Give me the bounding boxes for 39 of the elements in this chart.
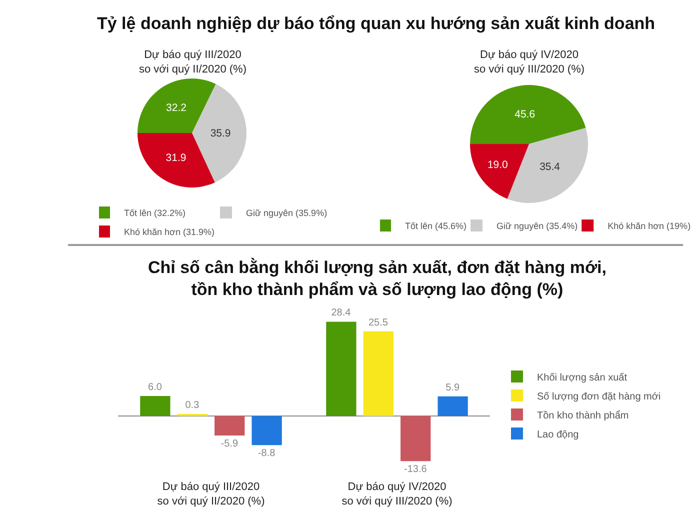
bar bbox=[326, 322, 356, 416]
bar bbox=[252, 416, 282, 446]
legend-label: Lao động bbox=[537, 429, 579, 440]
bar bbox=[400, 416, 431, 462]
data-label: 35.9 bbox=[210, 127, 231, 140]
legend-label: Tốt lên (45.6%) bbox=[405, 221, 467, 232]
chart-title: Chỉ số cân bằng khối lượng sản xuất, đơn đặt hàng mới, tồn kho thành phẩm và số lượng lao động (%) bbox=[148, 257, 606, 300]
data-label: 25.5 bbox=[368, 317, 388, 328]
data-label: -8.8 bbox=[258, 448, 276, 460]
legend-label: Số lượng đơn đặt hàng mới bbox=[537, 391, 661, 402]
data-label: 6.0 bbox=[148, 382, 162, 394]
bar bbox=[214, 416, 245, 436]
legend-label: Khó khăn hơn (19%) bbox=[608, 221, 691, 232]
legend-label: Giữ nguyên (35.4%) bbox=[496, 221, 578, 232]
bar bbox=[363, 331, 394, 416]
pie-slice bbox=[470, 144, 529, 199]
bar bbox=[140, 396, 170, 416]
data-label: -5.9 bbox=[220, 438, 238, 450]
pie-slice bbox=[470, 85, 586, 144]
data-label: -13.6 bbox=[404, 464, 428, 476]
pie-slice bbox=[192, 84, 246, 182]
data-label: 31.9 bbox=[166, 152, 186, 164]
legend-label: Tồn kho thành phẩm bbox=[537, 409, 629, 422]
chart-subtitle: Dự báo quý IV/2020 so với quý III/2020 (%) bbox=[474, 49, 585, 76]
bar bbox=[438, 396, 468, 416]
legend-label: Giữ nguyên (35.9%) bbox=[246, 208, 328, 218]
data-label: 28.4 bbox=[331, 308, 352, 319]
legend-label: Khối lượng sản xuất bbox=[537, 372, 628, 384]
chart-subtitle: Dự báo quý III/2020 so với quý II/2020 (%) bbox=[139, 49, 246, 76]
data-label: 0.3 bbox=[185, 400, 200, 411]
text: Tỷ lệ doanh nghiệp dự báo tổng quan xu hướng sản xuất kinh doanh bbox=[97, 14, 656, 33]
data-label: 19.0 bbox=[487, 159, 508, 172]
data-label: 5.9 bbox=[446, 382, 460, 394]
data-label: 32.2 bbox=[166, 102, 187, 114]
legend-label: Khó khăn hơn (31.9%) bbox=[124, 227, 214, 238]
legend-label: Tốt lên (32.2%) bbox=[124, 208, 186, 218]
data-label: 45.6 bbox=[514, 108, 536, 121]
pie-slice bbox=[507, 128, 588, 203]
data-label: 35.4 bbox=[540, 161, 560, 174]
